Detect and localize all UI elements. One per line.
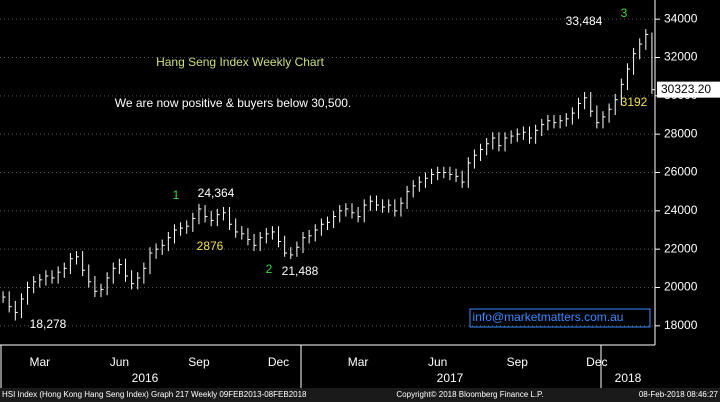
y-tick-label: 26000: [664, 165, 698, 179]
x-tick-label: Dec: [268, 355, 289, 369]
footer-text: HSI Index (Hong Kong Hang Seng Index) Gr…: [2, 390, 307, 399]
y-tick-label: 34000: [664, 11, 698, 25]
y-tick-label: 28000: [664, 126, 698, 140]
footer-bar: [0, 388, 720, 402]
annotation: 3: [621, 6, 628, 20]
last-price-label: 30323.20: [661, 82, 711, 96]
x-tick-label: Mar: [348, 355, 369, 369]
annotation: info@marketmatters.com.au: [473, 310, 624, 324]
chart-subtitle: We are now positive & buyers below 30,50…: [115, 96, 352, 110]
annotation: 33,484: [566, 14, 603, 28]
annotation: 2876: [197, 239, 224, 253]
annotation: 18,278: [30, 317, 67, 331]
annotation: 24,364: [198, 186, 235, 200]
y-tick-label: 18000: [664, 318, 698, 332]
x-tick-label: Jun: [110, 355, 129, 369]
footer-text: Copyright© 2018 Bloomberg Finance L.P.: [396, 390, 543, 399]
x-tick-label: Mar: [29, 355, 50, 369]
y-tick-label: 20000: [664, 280, 698, 294]
y-tick-label: 24000: [664, 203, 698, 217]
annotation: 3192: [621, 95, 648, 109]
x-group-label: 2018: [615, 371, 642, 385]
annotation: 21,488: [282, 264, 319, 278]
x-tick-label: Dec: [586, 355, 607, 369]
x-tick-label: Sep: [188, 355, 210, 369]
x-group-label: 2016: [132, 371, 159, 385]
annotation: 1: [173, 188, 180, 202]
footer-text: 08-Feb-2018 08:46:27: [639, 390, 719, 399]
annotation: 2: [266, 262, 273, 276]
x-group-label: 2017: [437, 371, 464, 385]
y-tick-label: 32000: [664, 50, 698, 64]
last-price-box: [657, 81, 720, 98]
x-tick-label: Sep: [507, 355, 529, 369]
email-box: [469, 308, 651, 328]
y-tick-label: 22000: [664, 241, 698, 255]
x-tick-label: Jun: [428, 355, 447, 369]
chart-title: Hang Seng Index Weekly Chart: [156, 55, 325, 69]
